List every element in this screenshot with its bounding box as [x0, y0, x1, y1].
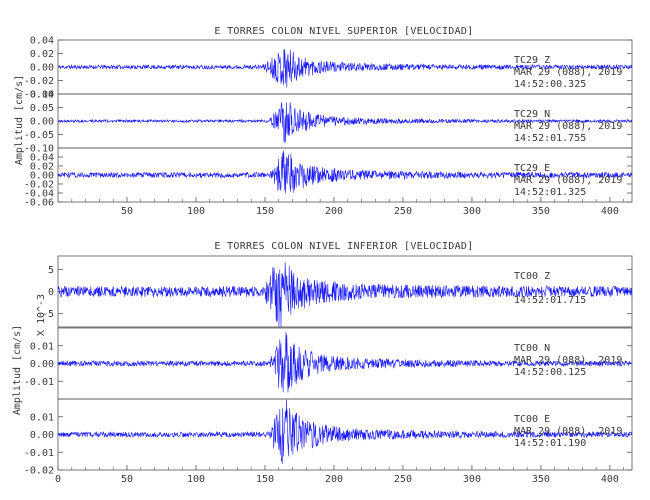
time-label: 14:52:01.755 — [514, 133, 586, 144]
scale-label-inferior: X 10^-3 — [36, 294, 47, 336]
y-tick-label: 0.00 — [30, 63, 54, 74]
y-tick-label: -0.04 — [24, 90, 54, 101]
x-tick-label: 150 — [256, 474, 274, 485]
x-tick-label: 250 — [394, 474, 412, 485]
time-label: 14:52:01.190 — [514, 438, 586, 449]
time-label: 14:52:00.325 — [514, 79, 586, 90]
x-tick-label: 0 — [55, 474, 61, 485]
waveform-trace — [57, 331, 633, 393]
y-tick-label: -0.10 — [24, 144, 54, 155]
y-tick-label: -0.01 — [24, 448, 54, 459]
y-axis-label-superior: Amplitud [cm/s] — [14, 75, 25, 165]
x-tick-label: 50 — [121, 206, 133, 217]
waveform-trace — [57, 150, 633, 194]
date-label: MAR 29 (088), 2019 — [514, 67, 622, 78]
waveform-trace — [57, 49, 633, 88]
waveform-trace — [57, 399, 633, 464]
time-label: 14:52:01.715 — [514, 295, 586, 306]
y-tick-label: -0.02 — [24, 466, 54, 477]
waveform-trace — [57, 262, 633, 328]
y-tick-label: 5 — [48, 265, 54, 276]
y-tick-label: 0 — [48, 287, 54, 298]
figure-title-superior: E TORRES COLON NIVEL SUPERIOR [VELOCIDAD… — [214, 26, 473, 37]
station-label: TC29 N — [514, 109, 550, 120]
x-tick-label: 100 — [187, 474, 205, 485]
y-tick-label: 0.00 — [30, 171, 54, 182]
y-tick-label: 0.02 — [30, 49, 54, 60]
y-tick-label: -0.05 — [24, 130, 54, 141]
x-tick-label: 200 — [325, 206, 343, 217]
date-label: MAR 29 (088), 2019 — [514, 175, 622, 186]
y-tick-label: 0.04 — [30, 36, 54, 47]
date-label: MAR 29 (088), 2019 — [514, 355, 622, 366]
x-tick-label: 350 — [532, 474, 550, 485]
y-tick-label: 0.05 — [30, 103, 54, 114]
y-tick-label: 0.02 — [30, 162, 54, 173]
time-label: 14:52:01.325 — [514, 187, 586, 198]
y-tick-label: -0.01 — [24, 377, 54, 388]
x-tick-label: 250 — [394, 206, 412, 217]
panel-TC00-Z: 5 0 -5 TC00 Z 14:52:01.715 — [42, 255, 633, 328]
figure-superior: 50 100 150 200 250 300 350 4000.040.020.00-0.02… — [24, 36, 633, 217]
figure-title-inferior: E TORRES COLON NIVEL INFERIOR [VELOCIDAD… — [214, 241, 473, 252]
date-label: MAR 29 (088), 2019 — [514, 121, 622, 132]
y-tick-label: -0.06 — [24, 198, 54, 209]
y-tick-label: -5 — [42, 309, 54, 320]
y-tick-label: -0.04 — [24, 189, 54, 200]
x-tick-label: 150 — [256, 206, 274, 217]
station-label: TC29 Z — [514, 55, 550, 66]
station-label: TC00 Z — [514, 271, 550, 282]
waveform-trace — [57, 102, 633, 143]
y-tick-label: 0.01 — [30, 341, 54, 352]
y-tick-label: 0.04 — [30, 153, 54, 164]
station-label: TC00 E — [514, 414, 550, 425]
y-tick-label: -0.02 — [24, 180, 54, 191]
x-tick-label: 100 — [187, 206, 205, 217]
y-axis-label-inferior: Amplitud [cm/s] — [12, 325, 23, 415]
y-tick-label: 0.00 — [30, 117, 54, 128]
station-label: TC00 N — [514, 343, 550, 354]
y-tick-label: 0.00 — [30, 359, 54, 370]
date-label: MAR 29 (088), 2019 — [514, 426, 622, 437]
x-tick-label: 50 — [121, 474, 133, 485]
station-label: TC29 E — [514, 163, 550, 174]
time-label: 14:52:00.125 — [514, 367, 586, 378]
x-tick-label: 400 — [601, 474, 619, 485]
y-tick-label: -0.02 — [24, 76, 54, 87]
x-tick-label: 300 — [463, 206, 481, 217]
x-tick-label: 200 — [325, 474, 343, 485]
y-tick-label: 0.01 — [30, 412, 54, 423]
x-tick-label: 350 — [532, 206, 550, 217]
y-tick-label: 0.10 — [30, 90, 54, 101]
x-tick-label: 300 — [463, 474, 481, 485]
y-tick-label: 0.00 — [30, 430, 54, 441]
x-tick-label: 400 — [601, 206, 619, 217]
